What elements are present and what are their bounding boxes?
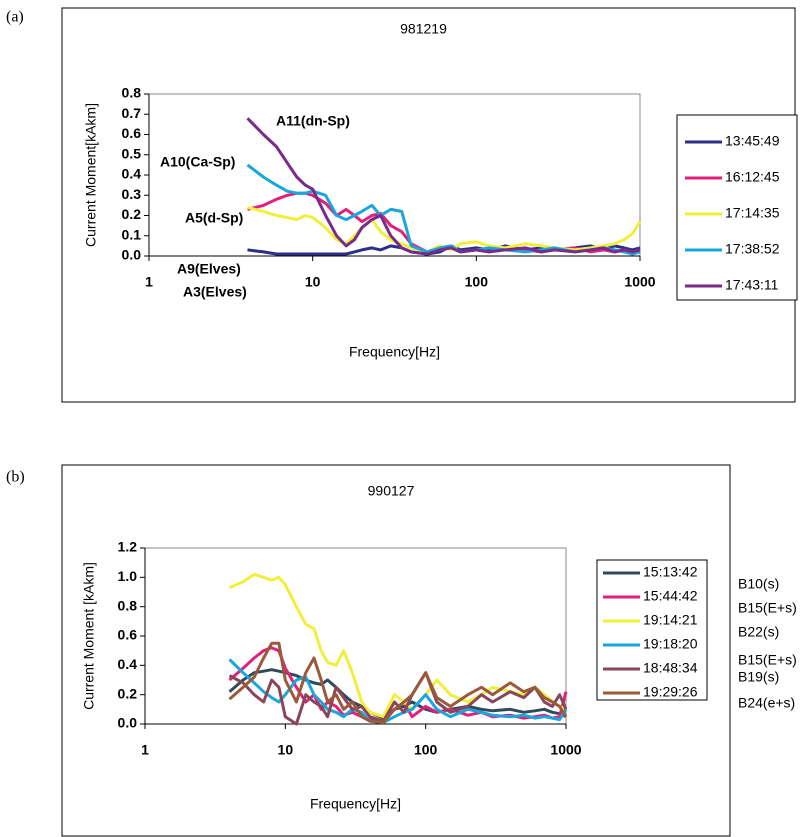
series-line [247,205,642,254]
y-tick-label: 0.2 [122,206,142,222]
x-tick-label: 10 [278,742,294,758]
side-label: B19(s) [738,669,779,685]
side-label: B15(E+s) [738,600,797,616]
chart-title: 981219 [400,21,447,37]
series-line [246,117,641,256]
y-tick-label: 0.2 [118,685,138,701]
x-tick-label: 100 [414,742,438,758]
side-label: B10(s) [738,576,779,592]
plot-area [148,93,641,257]
annotation: A11(dn-Sp) [276,113,350,129]
y-tick-label: 0.4 [122,166,142,182]
legend-label: 19:18:20 [643,636,698,652]
legend-label: 17:38:52 [725,241,780,257]
side-label: B24(e+s) [738,695,795,711]
annotation: A10(Ca-Sp) [160,154,235,170]
y-tick-label: 0.6 [122,125,142,141]
y-tick-label: 0.4 [118,656,138,672]
legend-label: 16:12:45 [725,169,780,185]
y-tick-label: 0.8 [122,85,142,101]
y-tick-label: 0.1 [122,226,142,242]
legend-label: 17:14:35 [725,205,780,221]
series-line [228,671,568,726]
chart-title: 990127 [368,483,415,499]
y-tick-label: 0.0 [118,715,138,731]
legend-label: 18:48:34 [643,660,698,676]
annotation: A5(d-Sp) [185,210,243,226]
x-axis-label: Frequency[Hz] [310,796,401,812]
y-axis-label: Current Moment[kAkm] [83,103,99,247]
x-tick-label: 10 [305,274,321,290]
series-line [246,163,641,256]
series-line [247,191,641,254]
legend-label: 15:44:42 [643,588,698,604]
x-tick-label: 100 [465,274,489,290]
side-label: B22(s) [738,624,779,640]
legend-label: 15:13:42 [643,564,698,580]
y-tick-label: 0.8 [118,597,138,613]
x-tick-label: 1000 [624,274,655,290]
y-tick-label: 0.7 [122,105,142,121]
annotation: A3(Elves) [183,284,247,300]
y-tick-label: 1.0 [118,568,138,584]
legend-label: 19:14:21 [643,612,698,628]
x-axis-label: Frequency[Hz] [349,344,440,360]
series-line [228,641,568,724]
y-tick-label: 0.0 [122,247,142,263]
annotation: A9(Elves) [177,261,241,277]
x-tick-label: 1 [145,274,153,290]
legend-label: 19:29:26 [643,684,698,700]
x-tick-label: 1000 [550,742,581,758]
legend-box [596,559,708,701]
panel-frame [61,464,731,837]
y-axis-label: Current Moment [kAkm] [81,562,97,710]
legend-box [676,114,798,301]
legend-label: 13:45:49 [725,133,780,149]
y-tick-label: 0.3 [122,186,142,202]
side-label: B15(E+s) [738,652,797,668]
x-tick-label: 1 [141,742,149,758]
y-tick-label: 1.2 [118,539,138,555]
panel-label: (a) [6,9,24,26]
panel-label: (b) [6,469,25,486]
y-tick-label: 0.6 [118,627,138,643]
legend-label: 17:43:11 [725,277,779,293]
y-tick-label: 0.5 [122,145,142,161]
